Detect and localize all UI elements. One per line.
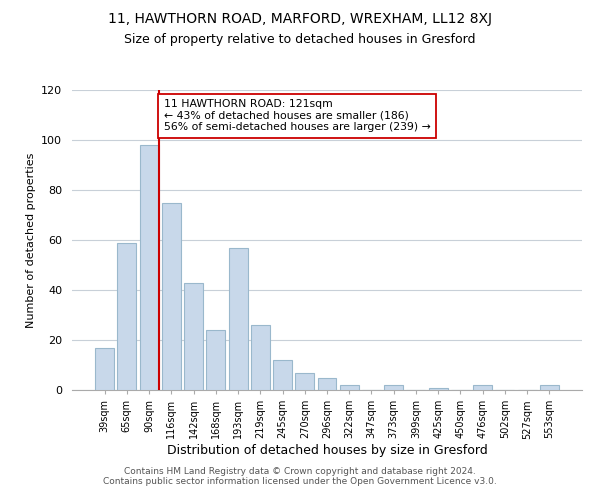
Bar [184,282,203,390]
Bar [206,330,225,390]
Text: 11 HAWTHORN ROAD: 121sqm
← 43% of detached houses are smaller (186)
56% of semi-: 11 HAWTHORN ROAD: 121sqm ← 43% of detach… [164,99,431,132]
Bar [273,360,292,390]
Bar [295,372,314,390]
Text: Contains HM Land Registry data © Crown copyright and database right 2024.: Contains HM Land Registry data © Crown c… [124,467,476,476]
Bar [251,325,270,390]
Text: Contains public sector information licensed under the Open Government Licence v3: Contains public sector information licen… [103,477,497,486]
Bar [429,388,448,390]
Y-axis label: Number of detached properties: Number of detached properties [26,152,35,328]
Bar [384,385,403,390]
Text: 11, HAWTHORN ROAD, MARFORD, WREXHAM, LL12 8XJ: 11, HAWTHORN ROAD, MARFORD, WREXHAM, LL1… [108,12,492,26]
Bar [162,202,181,390]
Bar [118,242,136,390]
Bar [473,385,492,390]
Bar [317,378,337,390]
Bar [140,145,158,390]
Bar [540,385,559,390]
X-axis label: Distribution of detached houses by size in Gresford: Distribution of detached houses by size … [167,444,487,457]
Bar [229,248,248,390]
Bar [340,385,359,390]
Bar [95,348,114,390]
Text: Size of property relative to detached houses in Gresford: Size of property relative to detached ho… [124,32,476,46]
